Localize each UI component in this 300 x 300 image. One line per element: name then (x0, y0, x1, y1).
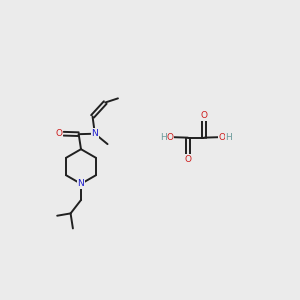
Text: H: H (226, 133, 232, 142)
Text: O: O (219, 133, 226, 142)
Text: O: O (184, 155, 191, 164)
Text: H: H (160, 133, 166, 142)
Text: N: N (78, 179, 84, 188)
Text: O: O (56, 129, 62, 138)
Text: O: O (201, 111, 208, 120)
Text: O: O (167, 133, 173, 142)
Text: N: N (92, 129, 98, 138)
